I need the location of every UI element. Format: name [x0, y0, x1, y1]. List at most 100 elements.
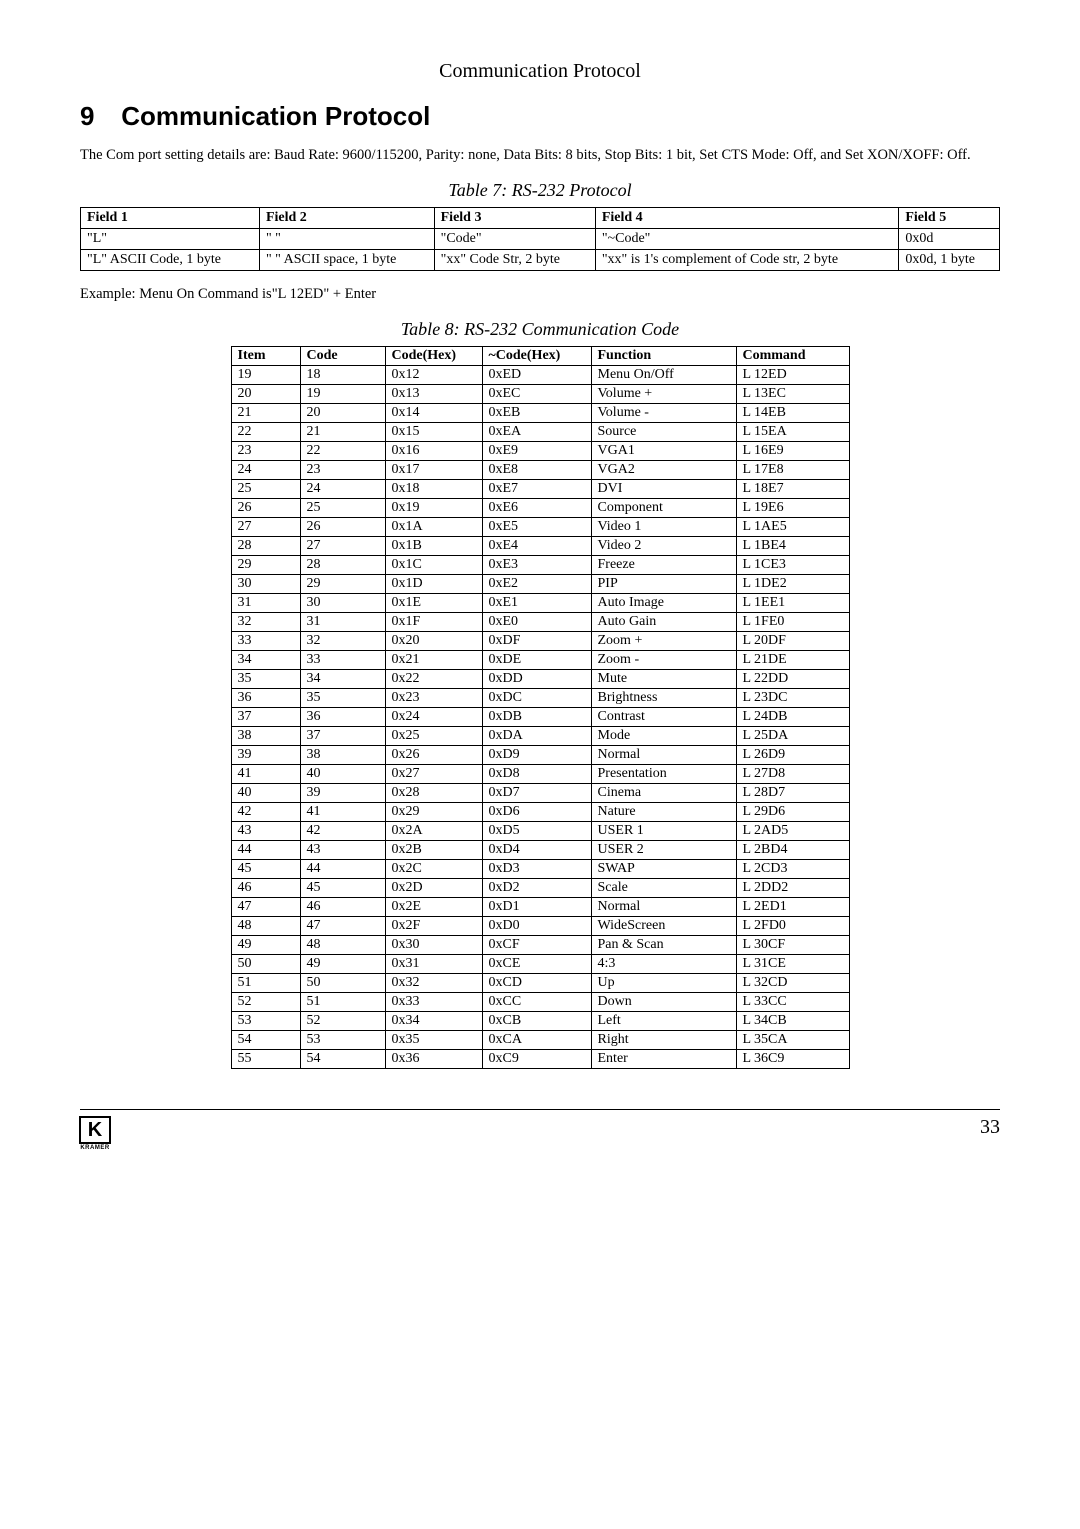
table-row: "L" ASCII Code, 1 byte" " ASCII space, 1… [81, 250, 1000, 271]
table-cell: L 28D7 [736, 784, 849, 803]
table-cell: 25 [300, 499, 385, 518]
table-row: 27260x1A0xE5Video 1L 1AE5 [231, 518, 849, 537]
table-cell: 38 [231, 727, 300, 746]
table8-header-cell: Code [300, 347, 385, 366]
table-cell: 28 [300, 556, 385, 575]
table-cell: 0x1B [385, 537, 482, 556]
table-cell: Volume - [591, 404, 736, 423]
table-cell: 0x0d [899, 229, 1000, 250]
table-cell: 0x25 [385, 727, 482, 746]
table-cell: 42 [300, 822, 385, 841]
table-cell: Zoom - [591, 651, 736, 670]
table-cell: 18 [300, 366, 385, 385]
table-cell: Cinema [591, 784, 736, 803]
table-cell: Enter [591, 1050, 736, 1069]
table-cell: 0x1E [385, 594, 482, 613]
table-cell: L 30CF [736, 936, 849, 955]
table-cell: 27 [231, 518, 300, 537]
table-cell: 0x32 [385, 974, 482, 993]
table-cell: 0xD0 [482, 917, 591, 936]
table-cell: 47 [231, 898, 300, 917]
table-cell: 0x2E [385, 898, 482, 917]
table-cell: 35 [231, 670, 300, 689]
table-cell: Volume + [591, 385, 736, 404]
table-cell: USER 2 [591, 841, 736, 860]
table-cell: 0xDA [482, 727, 591, 746]
table8-header-cell: ~Code(Hex) [482, 347, 591, 366]
table-cell: 0x14 [385, 404, 482, 423]
table-cell: 0x19 [385, 499, 482, 518]
table-cell: L 33CC [736, 993, 849, 1012]
table-row: 39380x260xD9NormalL 26D9 [231, 746, 849, 765]
table-cell: 0x2F [385, 917, 482, 936]
table-cell: 0x28 [385, 784, 482, 803]
table-cell: 0xCE [482, 955, 591, 974]
table-cell: SWAP [591, 860, 736, 879]
table-row: 20190x130xECVolume +L 13EC [231, 385, 849, 404]
table-cell: 0x24 [385, 708, 482, 727]
table-cell: 0xE3 [482, 556, 591, 575]
table-cell: 0x1C [385, 556, 482, 575]
table-cell: 0x23 [385, 689, 482, 708]
example-text: Example: Menu On Command is"L 12ED" + En… [80, 285, 1000, 303]
brand-logo: K KRAMER [80, 1116, 110, 1152]
table-row: 30290x1D0xE2PIPL 1DE2 [231, 575, 849, 594]
table-cell: 0x21 [385, 651, 482, 670]
table-row: "L"" ""Code""~Code"0x0d [81, 229, 1000, 250]
footer: K KRAMER 33 [80, 1109, 1000, 1152]
table-cell: 21 [231, 404, 300, 423]
table-cell: 0xE5 [482, 518, 591, 537]
table-cell: 0xD8 [482, 765, 591, 784]
table-cell: L 1AE5 [736, 518, 849, 537]
table-cell: 0x1F [385, 613, 482, 632]
table-cell: L 20DF [736, 632, 849, 651]
table-cell: Freeze [591, 556, 736, 575]
table-cell: 45 [300, 879, 385, 898]
table-cell: 51 [231, 974, 300, 993]
table-row: 36350x230xDCBrightnessL 23DC [231, 689, 849, 708]
table-cell: L 2CD3 [736, 860, 849, 879]
table-cell: 0xDD [482, 670, 591, 689]
table-cell: 0xED [482, 366, 591, 385]
table-cell: 0x13 [385, 385, 482, 404]
table-cell: Video 1 [591, 518, 736, 537]
table-cell: 49 [300, 955, 385, 974]
table-cell: Pan & Scan [591, 936, 736, 955]
table-row: 25240x180xE7DVIL 18E7 [231, 480, 849, 499]
table-cell: 0xE7 [482, 480, 591, 499]
table-cell: 0x15 [385, 423, 482, 442]
table-cell: 29 [300, 575, 385, 594]
table-cell: 0xE4 [482, 537, 591, 556]
table-cell: 21 [300, 423, 385, 442]
table-cell: WideScreen [591, 917, 736, 936]
table-cell: 22 [300, 442, 385, 461]
table-cell: L 1CE3 [736, 556, 849, 575]
table-cell: 0xD2 [482, 879, 591, 898]
table-cell: Normal [591, 746, 736, 765]
table-cell: Up [591, 974, 736, 993]
table-cell: DVI [591, 480, 736, 499]
table-cell: 29 [231, 556, 300, 575]
table-cell: 24 [300, 480, 385, 499]
table-cell: "Code" [434, 229, 595, 250]
table8-header-cell: Code(Hex) [385, 347, 482, 366]
table-cell: L 2AD5 [736, 822, 849, 841]
table-cell: 50 [231, 955, 300, 974]
table-cell: L 23DC [736, 689, 849, 708]
table-cell: 30 [231, 575, 300, 594]
table-cell: Mute [591, 670, 736, 689]
table-cell: 0xE9 [482, 442, 591, 461]
table-cell: 0xD7 [482, 784, 591, 803]
table-cell: Down [591, 993, 736, 1012]
table-cell: 0x2A [385, 822, 482, 841]
table-cell: 48 [300, 936, 385, 955]
page-number: 33 [980, 1116, 1000, 1139]
table-cell: L 2ED1 [736, 898, 849, 917]
table-cell: 42 [231, 803, 300, 822]
table-cell: 0x27 [385, 765, 482, 784]
table-cell: Auto Gain [591, 613, 736, 632]
table-cell: 0xE6 [482, 499, 591, 518]
table-cell: L 27D8 [736, 765, 849, 784]
table-row: 46450x2D0xD2ScaleL 2DD2 [231, 879, 849, 898]
table-cell: L 24DB [736, 708, 849, 727]
